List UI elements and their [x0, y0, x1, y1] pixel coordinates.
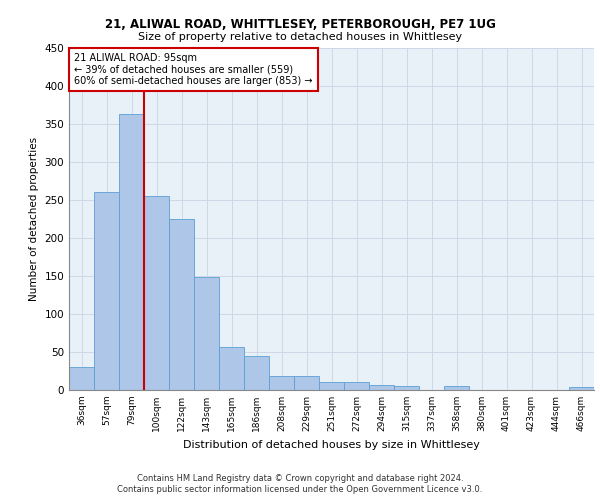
- Bar: [69, 367, 94, 390]
- Bar: [144, 196, 169, 390]
- Bar: [169, 219, 194, 390]
- Bar: [444, 386, 469, 390]
- Bar: [119, 114, 144, 390]
- Bar: [319, 382, 344, 390]
- Y-axis label: Number of detached properties: Number of detached properties: [29, 136, 39, 301]
- Bar: [394, 386, 419, 390]
- Text: 21, ALIWAL ROAD, WHITTLESEY, PETERBOROUGH, PE7 1UG: 21, ALIWAL ROAD, WHITTLESEY, PETERBOROUG…: [104, 18, 496, 30]
- Bar: [94, 192, 119, 390]
- Bar: [569, 387, 594, 390]
- Bar: [219, 346, 244, 390]
- Bar: [244, 356, 269, 390]
- Bar: [269, 376, 294, 390]
- X-axis label: Distribution of detached houses by size in Whittlesey: Distribution of detached houses by size …: [183, 440, 480, 450]
- Bar: [369, 384, 394, 390]
- Text: 21 ALIWAL ROAD: 95sqm
← 39% of detached houses are smaller (559)
60% of semi-det: 21 ALIWAL ROAD: 95sqm ← 39% of detached …: [74, 52, 313, 86]
- Bar: [294, 376, 319, 390]
- Text: Contains HM Land Registry data © Crown copyright and database right 2024.
Contai: Contains HM Land Registry data © Crown c…: [118, 474, 482, 494]
- Bar: [194, 278, 219, 390]
- Text: Size of property relative to detached houses in Whittlesey: Size of property relative to detached ho…: [138, 32, 462, 42]
- Bar: [344, 382, 369, 390]
